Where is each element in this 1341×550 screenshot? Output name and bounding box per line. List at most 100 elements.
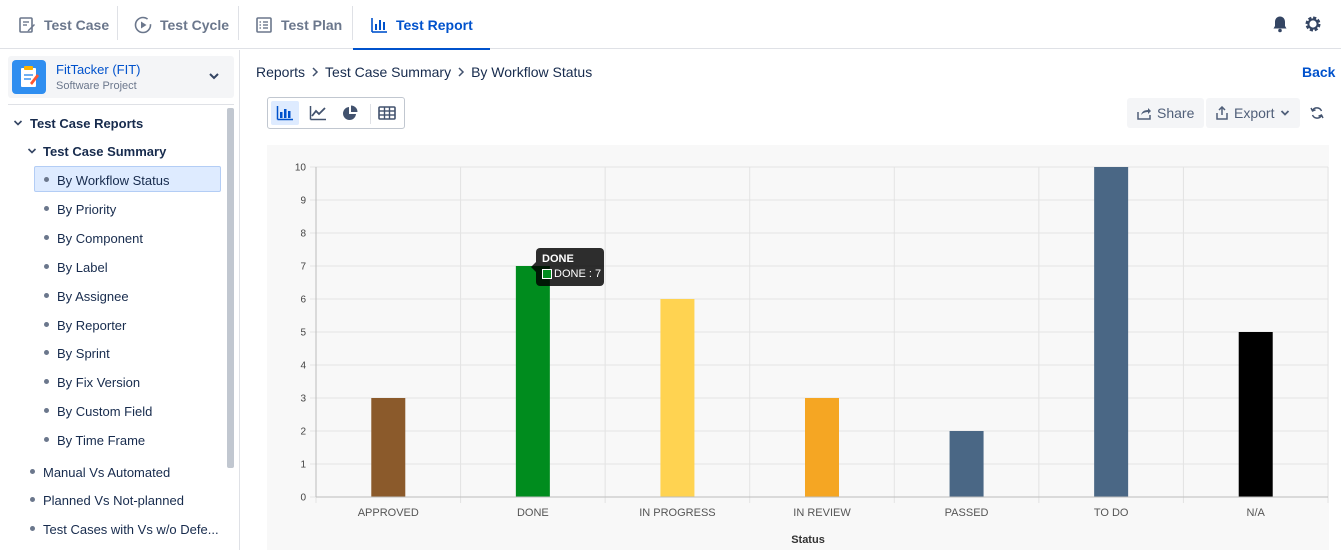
sidebar-item-by-reporter[interactable]: By Reporter <box>57 318 127 333</box>
sidebar-scrollbar[interactable] <box>227 108 234 468</box>
tab-test-plan[interactable]: Test Plan <box>255 0 342 49</box>
y-tick-label: 5 <box>300 328 306 339</box>
bar-passed[interactable] <box>949 431 984 497</box>
selected-item-highlight <box>34 166 221 192</box>
share-icon <box>1137 108 1151 120</box>
tree-subgroup-test-case-summary[interactable]: Test Case Summary <box>43 144 167 159</box>
breadcrumb-test-case-summary[interactable]: Test Case Summary <box>325 64 452 80</box>
bullet <box>30 469 35 474</box>
sidebar-item-by-assignee[interactable]: By Assignee <box>57 289 129 304</box>
y-tick-label: 6 <box>300 295 306 306</box>
y-tick-label: 4 <box>300 361 306 372</box>
bullet <box>44 322 49 327</box>
tab-test-report[interactable]: Test Report <box>353 0 490 50</box>
chevron-right-icon <box>458 67 465 77</box>
breadcrumb-current: By Workflow Status <box>471 64 593 80</box>
y-tick-label: 0 <box>300 493 306 504</box>
sidebar-item-test-cases-with-defects[interactable]: Test Cases with Vs w/o Defe... <box>43 522 219 537</box>
x-tick-label: APPROVED <box>358 507 419 519</box>
bar-to-do[interactable] <box>1094 167 1129 497</box>
bar-approved[interactable] <box>371 398 406 497</box>
sidebar-item-by-label[interactable]: By Label <box>57 260 108 275</box>
sidebar-item-by-sprint[interactable]: By Sprint <box>57 346 110 361</box>
y-tick-label: 7 <box>300 262 306 273</box>
bar-in-review[interactable] <box>805 398 839 497</box>
sidebar-item-manual-vs-automated[interactable]: Manual Vs Automated <box>43 465 171 480</box>
tab-test-case[interactable]: Test Case <box>18 0 109 49</box>
play-cycle-icon <box>134 16 152 33</box>
tree-group-test-case-reports[interactable]: Test Case Reports <box>30 116 144 131</box>
bullet <box>44 293 49 298</box>
sidebar-item-planned-vs-not-planned[interactable]: Planned Vs Not-planned <box>43 493 184 508</box>
sidebar-item-by-priority[interactable]: By Priority <box>57 202 117 217</box>
sidebar-item-by-fix-version[interactable]: By Fix Version <box>57 375 141 390</box>
y-tick-label: 9 <box>300 196 306 207</box>
bullet <box>44 437 49 442</box>
bullet <box>44 206 49 211</box>
tab-test-cycle-label: Test Cycle <box>160 16 229 33</box>
line-chart-view-button[interactable] <box>304 101 332 125</box>
table-icon <box>378 106 396 120</box>
bullet <box>30 497 35 502</box>
x-tick-label: N/A <box>1247 507 1266 519</box>
chevron-down-icon <box>1281 110 1290 116</box>
bullet <box>44 379 49 384</box>
table-view-button[interactable] <box>373 101 401 125</box>
view-mode-toggle <box>267 97 405 129</box>
nav-divider <box>117 6 118 40</box>
project-name: FitTacker (FIT) <box>56 62 141 77</box>
bar-chart-icon <box>371 17 387 33</box>
refresh-icon[interactable] <box>1310 106 1324 120</box>
chevron-down-icon[interactable] <box>27 146 37 156</box>
x-tick-label: PASSED <box>945 507 989 519</box>
breadcrumb: Reports Test Case Summary By Workflow St… <box>256 64 592 80</box>
export-button[interactable]: Export <box>1206 98 1301 128</box>
x-axis-title: Status <box>791 534 825 546</box>
checklist-icon <box>256 16 272 33</box>
top-navigation: Test Case Test Cycle Test Plan Test Repo… <box>0 0 1341 50</box>
x-tick-label: DONE <box>517 507 549 519</box>
sidebar-item-by-custom-field[interactable]: By Custom Field <box>57 404 153 419</box>
y-tick-label: 3 <box>300 394 306 405</box>
tab-test-cycle[interactable]: Test Cycle <box>134 0 229 49</box>
pie-chart-view-button[interactable] <box>336 101 364 125</box>
x-tick-label: IN PROGRESS <box>639 507 715 519</box>
sidebar-item-by-workflow-status[interactable]: By Workflow Status <box>57 173 170 188</box>
chevron-down-icon <box>209 73 219 80</box>
bar-done[interactable] <box>515 266 550 497</box>
tooltip-color-swatch <box>542 269 552 279</box>
bar-chart-view-button[interactable] <box>271 101 299 125</box>
bar-n-a[interactable] <box>1238 332 1273 497</box>
bullet <box>44 264 49 269</box>
bar-chart: 0 1 2 3 4 5 6 7 8 9 10 APPROVED DONE IN PROGRESS IN RE… <box>295 163 1329 546</box>
sidebar-item-by-time-frame[interactable]: By Time Frame <box>57 433 146 448</box>
bar-in-progress[interactable] <box>660 299 695 497</box>
bullet <box>44 408 49 413</box>
share-label: Share <box>1157 105 1195 121</box>
edit-document-icon <box>19 16 35 33</box>
divider <box>8 104 234 105</box>
toggle-divider <box>370 104 371 124</box>
bullet <box>30 526 35 531</box>
share-button[interactable]: Share <box>1127 98 1205 128</box>
tab-test-report-label: Test Report <box>396 16 473 33</box>
sidebar-item-by-component[interactable]: By Component <box>57 231 143 246</box>
breadcrumb-reports[interactable]: Reports <box>256 64 306 80</box>
pie-chart-icon <box>343 105 358 120</box>
sidebar: FitTacker (FIT) Software Project Test Ca… <box>0 50 240 550</box>
tooltip-value: DONE : 7 <box>554 268 602 280</box>
chevron-down-icon[interactable] <box>13 118 23 128</box>
project-selector[interactable]: FitTacker (FIT) Software Project <box>8 56 234 98</box>
line-chart-icon <box>309 106 326 121</box>
back-link[interactable]: Back <box>1302 64 1336 80</box>
bullet <box>44 350 49 355</box>
gear-icon[interactable] <box>1302 13 1324 35</box>
tooltip-title: DONE <box>542 253 574 265</box>
project-type: Software Project <box>56 80 137 92</box>
project-logo <box>12 60 46 94</box>
bell-icon[interactable] <box>1269 13 1291 35</box>
y-tick-label: 8 <box>300 229 306 240</box>
y-tick-label: 2 <box>300 427 306 438</box>
chart-panel: 0 1 2 3 4 5 6 7 8 9 10 APPROVED DONE IN PROGRESS IN RE… <box>267 145 1329 550</box>
x-tick-label: IN REVIEW <box>793 507 851 519</box>
